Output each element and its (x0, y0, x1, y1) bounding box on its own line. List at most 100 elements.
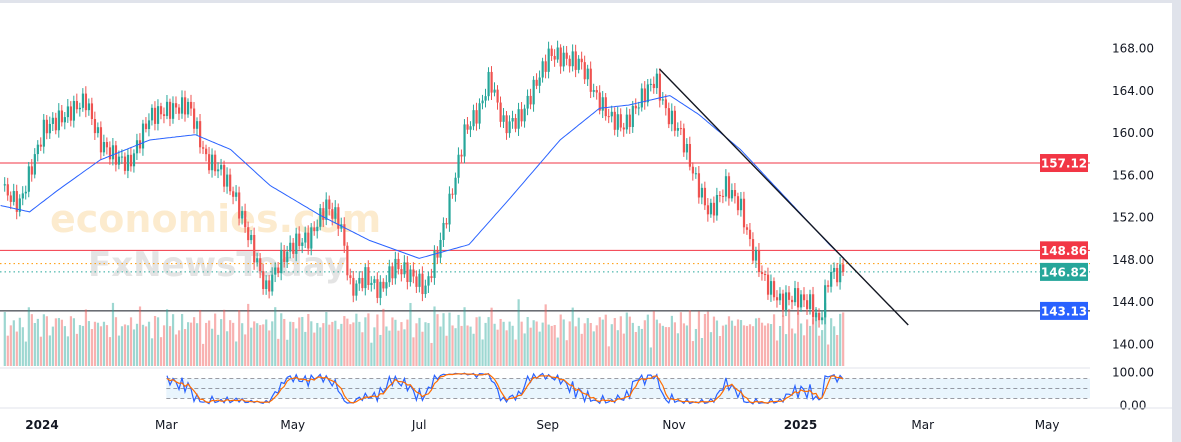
candle (325, 192, 328, 226)
time-axis[interactable]: 2024 Mar May Jul Sep Nov 2025 Mar May (25, 418, 1059, 432)
candle (809, 289, 812, 315)
candle-body (382, 281, 385, 289)
candle-body (824, 285, 827, 318)
candle-body (745, 227, 749, 230)
candle (84, 86, 88, 118)
volume-bar (460, 325, 463, 366)
candle (553, 49, 556, 67)
candle-body (331, 209, 334, 219)
candle (544, 54, 547, 79)
candle (256, 252, 259, 267)
volume-bar (815, 308, 818, 366)
candle-body (48, 123, 51, 134)
volume-bar (637, 325, 640, 366)
price-tag-box (1040, 301, 1088, 320)
candle-body (664, 99, 667, 109)
candle-body (123, 156, 127, 171)
candle-body (406, 262, 409, 283)
volume-bar (616, 330, 619, 366)
candle-body (839, 264, 842, 283)
time-tick-label: 2025 (784, 418, 817, 432)
candle (102, 134, 106, 157)
candle-body (493, 89, 496, 93)
volume-bar (316, 322, 319, 366)
candle-body (815, 312, 818, 318)
volume-bar (842, 312, 845, 366)
candle (123, 152, 127, 175)
candle-body (529, 95, 532, 105)
volume-bar (21, 327, 24, 366)
candle (415, 270, 418, 293)
candle (547, 41, 550, 79)
volume-bar (165, 309, 169, 366)
candle (400, 265, 403, 282)
volume-bar (325, 312, 328, 366)
volume-bar (286, 339, 289, 366)
volume-bar (39, 336, 42, 366)
candle (739, 192, 743, 217)
candle (496, 85, 499, 110)
trendline-line[interactable] (659, 68, 909, 326)
candle-body (427, 276, 430, 286)
candle (60, 105, 63, 127)
volume-bar (797, 312, 800, 366)
volume-bar (229, 320, 232, 366)
volume-bar (256, 323, 259, 366)
candle (30, 159, 33, 182)
candle (183, 90, 187, 122)
candle-body (535, 79, 538, 86)
volume-bar (334, 320, 337, 366)
volume-bar (295, 328, 298, 366)
candle-body (661, 99, 664, 101)
candle-body (196, 121, 199, 129)
candle-body (821, 317, 824, 321)
candle (442, 217, 445, 248)
candle (147, 113, 151, 137)
candle-body (301, 242, 304, 246)
candle-body (286, 251, 289, 262)
candle (616, 106, 619, 137)
candle (93, 111, 97, 140)
candle (475, 102, 478, 131)
candle (568, 55, 571, 73)
candle (355, 280, 358, 301)
price-tag-label: 143.13 (1041, 304, 1087, 318)
candle-body (171, 103, 175, 119)
volume-bar (373, 327, 376, 366)
candle-body (502, 115, 505, 122)
volume-bar (132, 329, 136, 366)
candle (454, 172, 457, 202)
volume-bar (277, 338, 280, 366)
volume-bar (271, 321, 274, 366)
candle-body (424, 285, 427, 295)
candle-body (706, 205, 710, 215)
price-tick-label: 140.00 (1112, 338, 1154, 352)
candle (457, 147, 460, 184)
candle-body (658, 73, 661, 101)
stoch-band (166, 378, 1090, 399)
volume-bar (526, 317, 529, 366)
volume-bar (439, 326, 442, 366)
volume-bar (547, 324, 550, 366)
candle-body (769, 281, 773, 295)
volume-bar (397, 330, 400, 366)
candle-body (739, 198, 743, 211)
candle-body (27, 166, 30, 192)
candle (379, 275, 382, 306)
candle-body (793, 288, 797, 303)
candle (214, 150, 217, 176)
candle-body (484, 96, 487, 101)
candle (349, 268, 352, 285)
volume-bar (484, 322, 487, 366)
candle (610, 105, 613, 123)
candle-body (292, 242, 295, 254)
candle-body (733, 190, 737, 197)
candle (295, 227, 298, 262)
volume-bar (48, 335, 51, 366)
candle (667, 102, 670, 129)
volume-bar (307, 313, 310, 366)
candle-body (809, 294, 812, 309)
price-axis[interactable]: 168.00 164.00 160.00 156.00 152.00 148.00 144.… (1112, 42, 1154, 352)
volume-bar (226, 331, 229, 366)
